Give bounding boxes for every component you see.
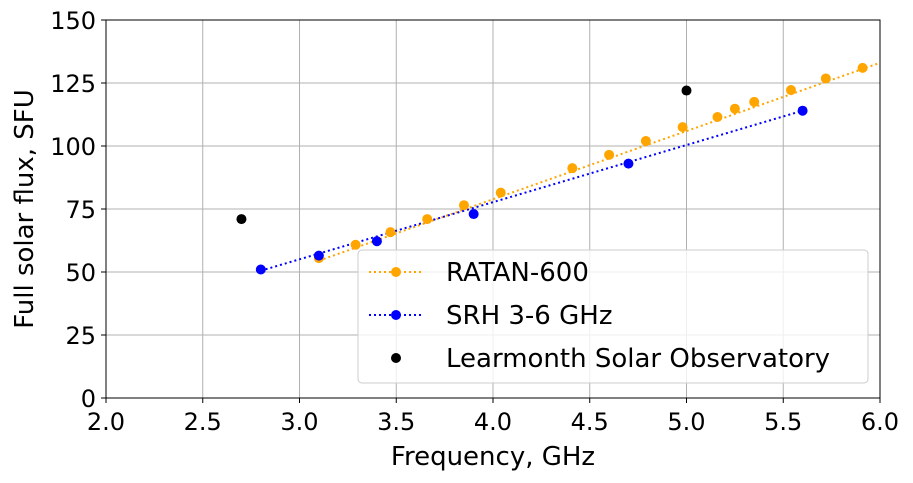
x-tick-label: 5.5 [764,408,802,436]
data-point [857,62,868,73]
data-point [729,103,740,114]
legend-label: Learmonth Solar Observatory [446,344,830,374]
data-point [604,149,615,160]
legend-marker [391,353,401,363]
y-tick-label: 50 [65,259,96,287]
data-point [749,96,760,107]
data-point [712,112,723,123]
data-point [458,200,469,211]
data-point [677,122,688,133]
data-point [797,105,808,116]
y-axis-label: Full solar flux, SFU [10,89,40,329]
legend-box [357,249,869,384]
data-point [640,135,651,146]
data-points [236,62,868,275]
data-point [623,158,634,169]
data-point [255,264,266,275]
data-point [785,85,796,96]
data-point [350,239,361,250]
fit-lines [260,61,881,272]
series-fit-line [318,61,881,262]
legend-marker [391,267,401,277]
data-point [567,163,578,174]
data-point [236,214,247,225]
legend-label: SRH 3-6 GHz [446,301,612,331]
legend-label: RATAN-600 [446,258,589,288]
data-point [313,250,324,261]
data-point [422,214,433,225]
y-tick-label: 100 [50,133,96,161]
x-tick-label: 6.0 [861,408,899,436]
data-point [468,209,479,220]
x-tick-label: 3.0 [280,408,318,436]
data-point [371,236,382,247]
x-tick-label: 4.5 [571,408,609,436]
data-point [681,85,692,96]
data-point [495,187,506,198]
y-tick-label: 0 [81,385,96,413]
data-point [820,73,831,84]
x-axis-label: Frequency, GHz [391,442,595,472]
y-tick-label: 25 [65,322,96,350]
legend: RATAN-600 SRH 3-6 GHz Learmonth Solar Obse… [357,249,869,384]
x-tick-label: 5.0 [667,408,705,436]
data-point [385,227,396,238]
axis-ticks: 2.0 2.5 3.0 3.5 4.0 4.5 5.0 5.5 6.0 0 25 50 75 100 125… [50,7,899,436]
y-tick-label: 75 [65,196,96,224]
x-tick-label: 2.0 [87,408,125,436]
y-tick-label: 125 [50,70,96,98]
series-fit-line [260,109,803,272]
x-tick-label: 4.0 [474,408,512,436]
x-tick-label: 2.5 [184,408,222,436]
legend-marker [391,310,401,320]
x-tick-label: 3.5 [377,408,415,436]
y-tick-label: 150 [50,7,96,35]
